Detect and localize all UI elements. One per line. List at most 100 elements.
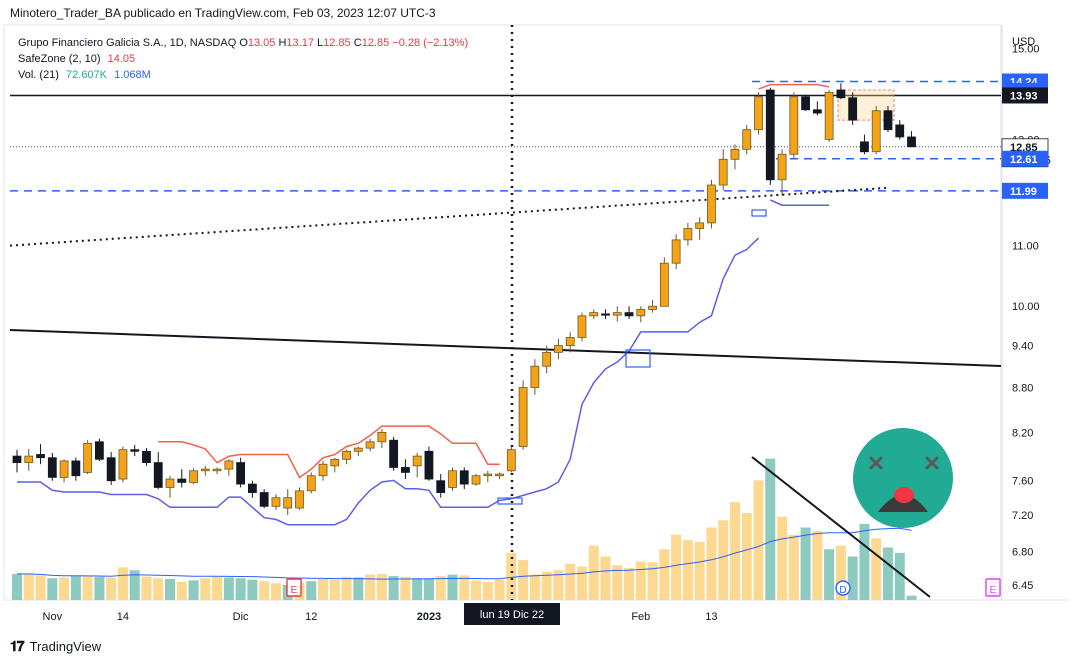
volume-bar xyxy=(82,576,93,600)
face-circle xyxy=(853,428,953,528)
candle-body xyxy=(353,447,363,452)
volume-bar xyxy=(423,578,434,600)
highlight-box-top xyxy=(751,209,767,217)
candle-body xyxy=(836,89,846,99)
candle-body xyxy=(659,262,669,307)
candle-body xyxy=(200,468,210,472)
candle-body xyxy=(624,312,634,317)
ohlc-high: H13.17 xyxy=(278,37,314,49)
volume-bars xyxy=(12,458,917,600)
earnings-marker xyxy=(286,578,302,597)
price-tick-label: 10.00 xyxy=(1012,301,1040,313)
volume-bar xyxy=(117,567,128,600)
candle-body xyxy=(612,312,622,316)
price-change: −0.28 (−2.13%) xyxy=(392,37,469,49)
volume-bar xyxy=(859,523,870,600)
candle-body xyxy=(377,432,387,443)
tradingview-footer[interactable]: 𝟏𝟕 TradingView xyxy=(10,638,101,655)
candle-body xyxy=(530,365,540,388)
candle-body xyxy=(683,228,693,241)
candle-body xyxy=(812,109,822,114)
candle-body xyxy=(542,351,552,367)
target-zone xyxy=(837,89,895,121)
price-axis-label-box xyxy=(1002,150,1048,167)
candle-body xyxy=(165,478,175,488)
volume-bar xyxy=(376,573,387,600)
volume-bar xyxy=(671,534,682,600)
tradingview-logo-icon: 𝟏𝟕 xyxy=(10,638,25,654)
volume-bar xyxy=(906,595,917,600)
volume-bar xyxy=(141,576,152,600)
candle-body xyxy=(730,148,740,160)
candle-body xyxy=(495,473,504,477)
volume-value: 72.607K xyxy=(66,69,108,81)
volume-bar xyxy=(812,531,823,600)
legend-volume-row[interactable]: Vol. (21) 72.607K 1.068M xyxy=(18,67,468,83)
volume-bar xyxy=(835,545,846,600)
volume-bar xyxy=(718,520,729,600)
candle-body xyxy=(36,454,45,459)
candle-body xyxy=(224,460,234,470)
safezone-long-stop-top xyxy=(769,199,830,206)
volume-bar xyxy=(588,545,599,600)
volume-bar xyxy=(47,578,58,600)
volume-bar xyxy=(59,577,70,600)
volume-bar xyxy=(329,579,340,600)
volume-bar xyxy=(212,576,223,600)
candle-body xyxy=(871,110,881,153)
highlight-box-small xyxy=(497,497,523,505)
price-tick-label: 9.40 xyxy=(1012,341,1033,353)
candle-body xyxy=(153,462,163,488)
candle-body xyxy=(271,497,281,507)
candle-body xyxy=(636,309,646,317)
safezone-long-stop-trend xyxy=(511,237,760,500)
candle-body xyxy=(718,158,728,186)
price-tick-label: 15.00 xyxy=(1012,43,1040,55)
candle-body xyxy=(765,89,775,181)
safezone-value: 14.05 xyxy=(107,53,136,65)
price-tick-label: 8.80 xyxy=(1012,383,1033,395)
candle-body xyxy=(295,490,304,509)
volume-bar xyxy=(600,556,611,600)
time-tick-label: Dic xyxy=(233,611,249,623)
volume-bar xyxy=(200,578,211,600)
candle-body xyxy=(118,449,128,480)
price-axis-label: 13.93 xyxy=(1010,90,1038,102)
volume-bar xyxy=(565,563,576,600)
highlight-box xyxy=(625,349,651,368)
candle-body xyxy=(483,473,493,477)
volume-bar xyxy=(612,565,623,600)
symbol-name: Grupo Financiero Galicia S.A., 1D, NASDA… xyxy=(18,37,237,49)
dotted-trendline xyxy=(9,186,891,247)
volume-downtrend-line xyxy=(751,456,931,598)
volume-bar xyxy=(659,549,670,600)
mouth-icon xyxy=(878,495,928,512)
volume-bar xyxy=(435,576,446,600)
legend-safezone-row[interactable]: SafeZone (2, 10) 14.05 xyxy=(18,51,468,67)
time-tick-label: 12 xyxy=(305,611,317,623)
volume-bar xyxy=(482,581,493,600)
legend-symbol-row[interactable]: Grupo Financiero Galicia S.A., 1D, NASDA… xyxy=(18,35,468,51)
crosshair-date-label: lun 19 Dic 22 xyxy=(480,609,544,621)
sad-face-sticker xyxy=(853,428,953,528)
volume-bar xyxy=(471,580,482,600)
volume-bar xyxy=(576,566,587,600)
volume-bar xyxy=(682,540,693,600)
time-axis: Nov14Dic12202323Feb13lun 19 Dic 22 xyxy=(43,603,718,625)
crosshair-date-box xyxy=(464,603,560,625)
volume-bar xyxy=(365,574,376,600)
tongue-icon xyxy=(894,487,914,503)
volume-bar xyxy=(753,480,764,600)
candle-body xyxy=(589,312,599,317)
candle-body xyxy=(801,96,810,111)
price-tick-label: 11.00 xyxy=(1012,241,1039,253)
volume-bar xyxy=(635,561,646,600)
volume-bar xyxy=(553,570,564,600)
volume-bar xyxy=(518,560,529,600)
volume-bar xyxy=(788,534,799,600)
volume-bar xyxy=(388,576,399,600)
candle-body xyxy=(59,460,69,478)
volume-ma-value: 1.068M xyxy=(114,69,151,81)
